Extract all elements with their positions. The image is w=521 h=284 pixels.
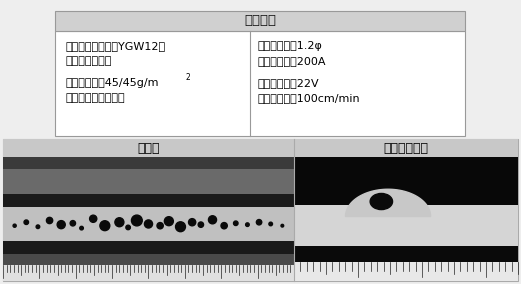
Bar — [55, 11, 465, 31]
Text: 水平重ねすみ肉継手: 水平重ねすみ肉継手 — [65, 93, 125, 103]
Circle shape — [36, 225, 40, 229]
Circle shape — [144, 220, 153, 228]
Circle shape — [208, 216, 217, 224]
Text: 溶接電流　：200A: 溶接電流 ：200A — [258, 56, 327, 66]
Circle shape — [80, 226, 83, 230]
Circle shape — [221, 223, 227, 229]
Text: 溶接速度　：100cm/min: 溶接速度 ：100cm/min — [258, 93, 361, 103]
Bar — [3, 139, 518, 281]
Bar — [294, 157, 518, 216]
Circle shape — [126, 225, 130, 230]
Bar — [3, 194, 294, 206]
Text: 従来溶接ワイヤ（YGW12）: 従来溶接ワイヤ（YGW12） — [65, 41, 165, 51]
Text: アーク電圧：22V: アーク電圧：22V — [258, 78, 319, 88]
Circle shape — [164, 217, 173, 226]
Circle shape — [13, 224, 16, 227]
Circle shape — [281, 224, 284, 227]
Circle shape — [57, 221, 65, 229]
Bar — [3, 241, 294, 254]
Text: 溶接条件: 溶接条件 — [244, 14, 276, 28]
Circle shape — [176, 222, 185, 232]
Bar — [294, 262, 518, 281]
Circle shape — [157, 223, 163, 229]
Bar — [3, 265, 294, 281]
Bar — [294, 139, 518, 157]
Circle shape — [46, 217, 53, 224]
Circle shape — [70, 221, 76, 226]
Circle shape — [245, 223, 249, 226]
Text: 亜鉛付着量：45/45g/m: 亜鉛付着量：45/45g/m — [65, 78, 158, 88]
Circle shape — [189, 219, 196, 226]
Circle shape — [90, 215, 97, 222]
Text: 亜鉛めっき鋼板: 亜鉛めっき鋼板 — [65, 56, 111, 66]
Circle shape — [233, 221, 238, 225]
Bar — [3, 169, 294, 194]
Text: ワイヤ径　：1.2φ: ワイヤ径 ：1.2φ — [258, 41, 323, 51]
Bar — [3, 206, 294, 241]
Ellipse shape — [370, 193, 392, 210]
Text: ブローホール: ブローホール — [383, 141, 428, 154]
Circle shape — [115, 218, 124, 227]
Circle shape — [269, 222, 272, 226]
Circle shape — [256, 220, 262, 225]
Bar — [3, 157, 294, 206]
Circle shape — [131, 215, 142, 226]
Bar — [294, 246, 518, 262]
Circle shape — [198, 222, 204, 227]
Circle shape — [100, 221, 110, 231]
Circle shape — [24, 220, 29, 224]
Bar — [3, 139, 294, 157]
Text: 2: 2 — [185, 74, 190, 82]
Bar — [294, 205, 518, 246]
Polygon shape — [345, 189, 431, 216]
Bar — [3, 254, 294, 265]
Text: ピット: ピット — [137, 141, 160, 154]
Bar — [55, 31, 465, 136]
